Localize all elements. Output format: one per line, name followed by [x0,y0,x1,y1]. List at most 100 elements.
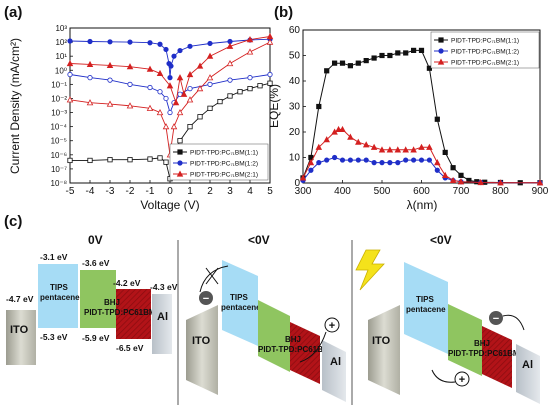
jv-data-point [206,74,214,81]
hole-arrow [431,369,456,383]
acceptor-homo-level: -6.5 eV [116,343,144,353]
ito-label: ITO [10,324,29,336]
acceptor-lumo-level: -4.2 eV [113,278,141,288]
eqe-data-point [323,136,330,143]
ito-label: ITO [192,335,211,347]
eqe-data-point [403,157,409,163]
acceptor-layer [482,326,512,388]
eqe-data-point [347,157,353,163]
jv-data-point [206,52,214,59]
x-tick-label: 700 [453,186,470,197]
eqe-data-point [434,167,440,173]
jv-data-point [147,40,153,46]
eqe-data-point [450,165,456,171]
electron-arrow [502,314,525,331]
al-label: Al [157,311,168,323]
state-label-1: 0V [88,233,103,247]
jv-data-point [157,155,163,161]
electron-charge [199,291,213,305]
jv-data-point [197,114,203,120]
legend-swatch-marker [176,170,184,177]
jv-data-point [146,65,154,72]
eqe-series-line [302,49,540,184]
x-tick-label: 4 [247,186,253,197]
y-tick-label: 40 [289,76,301,87]
eqe-data-point [536,179,544,186]
jv-series-line [69,38,271,78]
tips-label: TIPS [50,283,68,292]
panel-label-c: (c) [4,213,22,230]
jv-data-point [163,46,169,53]
eqe-data-point [386,146,394,153]
x-tick-label: 900 [532,186,549,197]
x-tick-label: 800 [492,186,509,197]
x-tick-label: 600 [413,186,430,197]
eqe-data-point [426,157,432,163]
jv-legend: PIDT-TPD:PC₇₁BM(1:1) PIDT-TPD:PC₇₁BM(1:2)… [169,143,269,181]
jv-data-point [267,80,273,86]
eqe-x-axis-label: λ(nm) [407,198,438,212]
electron-charge [489,311,503,325]
eqe-data-point [466,177,472,184]
jv-data-point [87,38,93,45]
y-tick-label: 10⁻⁸ [51,179,68,188]
eqe-data-point [410,157,417,163]
jv-data-point [176,74,184,81]
tips-layer [222,260,258,346]
jv-data-point [156,69,164,76]
jv-data-point [156,108,164,116]
jv-data-point [66,59,74,67]
y-tick-label: 10 [289,153,301,164]
eqe-data-point [339,60,346,66]
x-tick-label: 300 [295,186,312,197]
jv-data-point [157,89,163,95]
bhj-label: BHJ [285,335,301,344]
eqe-data-point [347,133,354,140]
acceptor-layer [116,289,151,339]
legend-swatch-marker [438,37,444,43]
panel-label-a: (a) [4,4,22,21]
al-layer [516,344,540,404]
eqe-data-point [379,52,385,59]
eqe-data-point [362,141,370,148]
jv-data-point [217,98,223,105]
electron-sign: − [203,293,209,305]
eqe-data-point [434,159,441,166]
jv-data-point [246,36,254,43]
legend-entry: PIDT-TPD:PC₇₁BM(1:2) [451,49,519,56]
x-tick-label: -3 [106,186,115,197]
eqe-data-point [308,167,314,173]
ito-layer [186,305,218,395]
eqe-data-point [299,174,307,181]
band-diagram-reverse-dark: <0V ITO TIPS pentacene BHJ PIDT-TPD:PC61… [186,233,346,402]
jv-data-point [246,48,254,55]
y-tick-label: 30 [289,102,301,113]
x-tick-label: 3 [227,186,233,197]
jv-data-point [196,62,204,69]
eqe-chart: 300 400 500 600 700 800 900 0 10 20 30 40 50 60 λ(nm)… [267,25,549,212]
eqe-data-point [378,146,386,153]
blocked-arrow [199,265,229,293]
jv-data-point [127,157,133,163]
y-tick-label: 0 [294,178,300,189]
jv-data-point [147,156,153,162]
jv-data-point [167,109,173,116]
eqe-data-point [426,143,433,150]
tips-layer [38,264,78,328]
donor-homo-level: -5.9 eV [82,333,110,343]
jv-data-point [207,105,213,111]
legend-entry: PIDT-TPD:PC₇₁BM(1:1) [451,38,519,45]
y-tick-label: 10³ [55,24,67,33]
eqe-data-point [395,50,401,56]
eqe-series-line [302,128,540,184]
eqe-legend: PIDT-TPD:PC₇₁BM(1:1) PIDT-TPD:PC₇₁BM(1:2)… [430,31,540,69]
al-layer [152,294,172,354]
eqe-data-point [442,149,448,155]
jv-data-point [107,157,113,163]
hole-sign: + [329,320,335,332]
jv-data-point [227,77,233,83]
jv-data-point [67,71,73,78]
pentacene-label: pentacene [221,303,261,312]
jv-data-point [106,61,114,69]
